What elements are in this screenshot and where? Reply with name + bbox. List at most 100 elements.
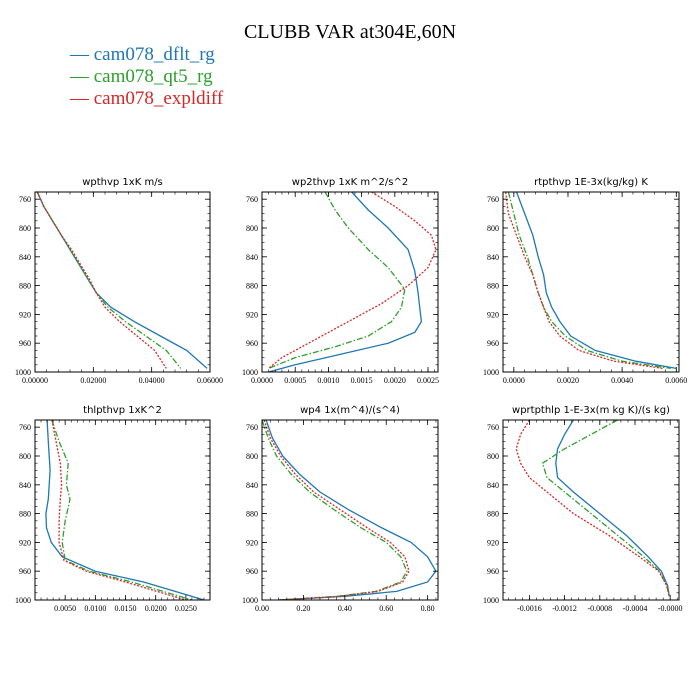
y-tick-label: 840 [19,253,31,262]
y-tick-label: 760 [487,423,499,432]
x-tick-label: 0.80 [421,604,435,613]
plot-frame [502,191,680,373]
y-tick-label: 920 [19,538,31,547]
panel-3: rtpthvp 1E-3x(kg/kg) K 760 800 840 880 920 960… [483,177,687,385]
legend-label-2: — cam078_expldiff [69,88,224,109]
plot-frame [34,419,211,601]
y-tick-label: 920 [487,538,499,547]
x-tick-label: 0.0060 [665,376,687,385]
y-tick-label: 920 [19,310,31,319]
y-tick-label: 920 [246,538,258,547]
y-tick-label: 760 [19,195,31,204]
series-line-cam078_dflt_rg [265,420,437,600]
panel-5: wp4 1x(m^4)/(s^4)76080084088092096010000… [242,405,439,613]
x-tick-label: -0.0016 [517,604,542,613]
panel-4: thlpthvp 1xK^2 760 800 840 880 920 960 1000 0.00… [15,405,211,613]
x-tick-label: 0.0010 [317,376,339,385]
y-tick-label: 1000 [15,596,31,605]
series-line-cam078_expldiff [505,192,663,370]
x-tick-label: 0.04000 [139,376,165,385]
x-tick-label: 0.40 [338,604,352,613]
y-tick-label: 880 [19,510,31,519]
panel-title: wp2thvp 1xK m^2/s^2 [292,177,408,188]
y-tick-label: 920 [487,310,499,319]
y-tick-label: 960 [19,339,31,348]
y-tick-label: 960 [19,567,31,576]
y-tick-label: 800 [19,452,31,461]
y-tick-label: 800 [246,452,258,461]
panel-1: wpthvp 1xK m/s 760 800 840 880 920 960 10000.00… [15,177,223,385]
legend-label-1: — cam078_qt5_rg [69,66,213,87]
series-line-cam078_expldiff [263,420,410,600]
figure-legend: — cam078_dflt_rg — cam078_qt5_rg — cam07… [69,44,224,109]
x-tick-label: 0.02000 [80,376,106,385]
x-tick-label: 0.60 [379,604,393,613]
x-tick-label: 0.0150 [115,604,137,613]
panel-title: thlpthvp 1xK^2 [83,405,162,416]
x-tick-label: 0.0020 [384,376,406,385]
y-tick-label: 840 [246,253,258,262]
y-tick-label: 880 [19,282,31,291]
panel-title: wpthvp 1xK m/s [82,177,163,188]
panel-title: wprtpthlp 1-E-3x(m kg K)/(s kg) [512,405,670,416]
legend-item: — cam078_qt5_rg [69,66,213,87]
y-tick-label: 880 [246,510,258,519]
panel-2: wp2thvp 1xK m^2/s^2 760 800 840 880 920 960 100… [242,177,439,385]
y-tick-label: 840 [487,481,499,490]
x-tick-label: 0.0040 [611,376,633,385]
x-tick-label: 0.0015 [351,376,373,385]
y-tick-label: 960 [487,567,499,576]
panel-6: wprtpthlp 1-E-3x(m kg K)/(s kg) 760 800 840… [483,405,683,613]
figure-title: CLUBB VAR at304E,60N [244,21,456,43]
x-tick-label: -0.0012 [552,604,577,613]
y-tick-label: 800 [19,224,31,233]
y-tick-label: 800 [246,224,258,233]
plot-frame [261,419,439,601]
series-line-cam078_qt5_rg [268,192,406,370]
series-line-cam078_dflt_rg [36,192,208,369]
plot-frame [502,419,680,601]
y-tick-label: 1000 [483,368,499,377]
y-tick-label: 760 [246,195,258,204]
y-tick-label: 760 [246,423,258,432]
y-tick-label: 960 [246,567,258,576]
series-line-cam078_dflt_rg [515,192,677,370]
x-tick-label: -0.0004 [623,604,648,613]
y-tick-label: 1000 [242,596,258,605]
series-line-cam078_qt5_rg [51,420,193,600]
y-tick-label: 880 [487,510,499,519]
y-tick-label: 960 [246,339,258,348]
legend-item: — cam078_dflt_rg [69,44,215,65]
panel-grid: wpthvp 1xK m/s76080084088092096010000.00… [15,177,687,613]
series-line-cam078_dflt_rg [555,420,670,597]
y-tick-label: 960 [487,339,499,348]
series-line-cam078_expldiff [36,192,167,369]
y-tick-label: 840 [246,481,258,490]
series-line-cam078_expldiff [515,420,670,597]
x-tick-label: 0.20 [296,604,310,613]
x-tick-label: 0.0020 [557,376,579,385]
panel-title: rtpthvp 1E-3x(kg/kg) K [534,177,648,188]
x-tick-label: 0.00 [255,604,269,613]
legend-label-0: — cam078_dflt_rg [69,44,215,65]
series-line-cam078_qt5_rg [36,192,182,369]
x-tick-label: 0.0100 [84,604,106,613]
y-tick-label: 760 [487,195,499,204]
y-tick-label: 1000 [483,596,499,605]
x-tick-label: 0.0025 [417,376,439,385]
series-line-cam078_qt5_rg [262,420,408,600]
y-tick-label: 920 [246,310,258,319]
y-tick-label: 1000 [15,368,31,377]
y-tick-label: 840 [487,253,499,262]
x-tick-label: 0.00000 [22,376,48,385]
series-line-cam078_dflt_rg [268,192,423,372]
y-tick-label: 840 [19,481,31,490]
y-tick-label: 760 [19,423,31,432]
series-line-cam078_qt5_rg [507,192,671,370]
x-tick-label: 0.0250 [175,604,197,613]
x-tick-label: 0.0050 [54,604,76,613]
plot-frame [34,191,211,373]
y-tick-label: 880 [246,282,258,291]
x-tick-label: 0.0005 [284,376,306,385]
